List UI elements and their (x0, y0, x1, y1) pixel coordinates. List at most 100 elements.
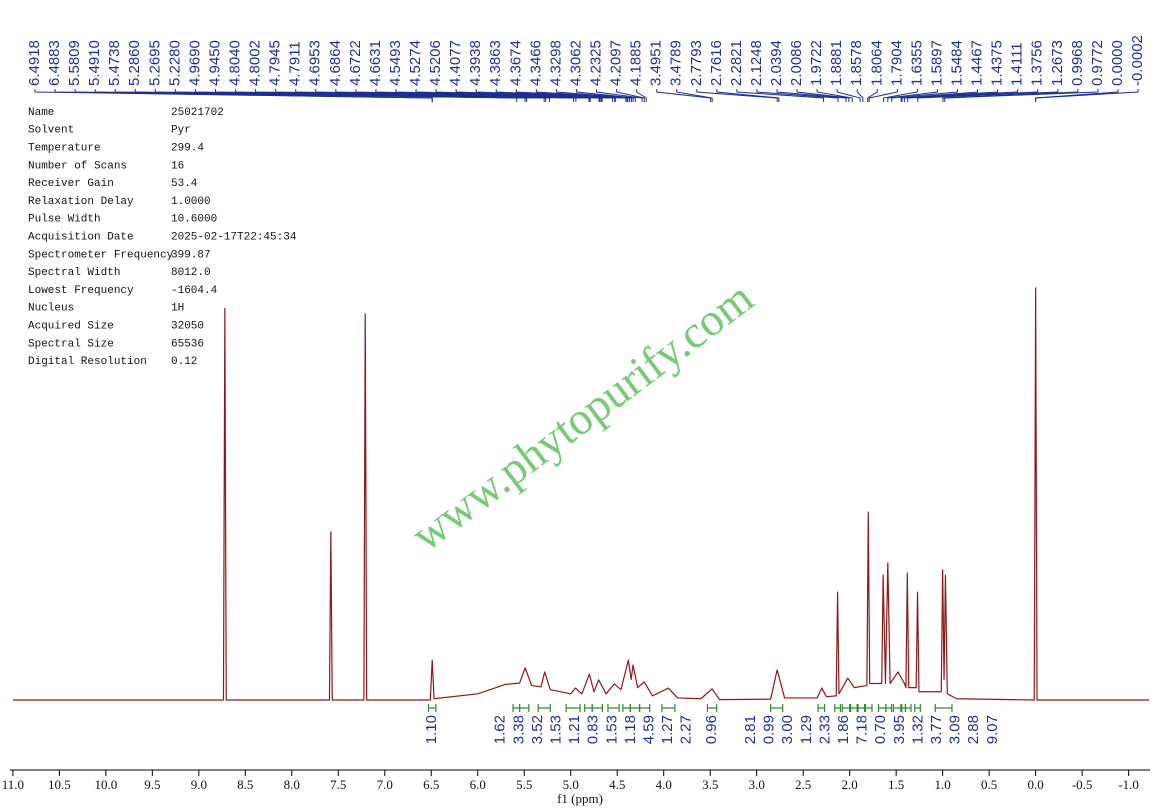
x-tick-label: -1.0 (1118, 777, 1139, 792)
peak-connector (616, 89, 645, 102)
peak-connector (867, 89, 878, 102)
peak-connector (868, 89, 898, 102)
peak-label: 4.8002 (247, 40, 264, 86)
x-tick-label: 3.0 (749, 777, 765, 792)
param-value: 8012.0 (171, 267, 211, 279)
x-axis-label: f1 (ppm) (557, 791, 603, 806)
x-tick-label: 3.5 (702, 777, 718, 792)
peak-connector (736, 89, 824, 102)
integral-bracket (914, 704, 921, 712)
x-tick-label: 2.5 (795, 777, 811, 792)
peak-label: 5.2280 (166, 40, 183, 86)
peak-label: 4.5206 (427, 40, 444, 86)
integral-bracket (607, 704, 620, 712)
integral-label: 3.77 (928, 715, 945, 744)
param-label: Digital Resolution (28, 356, 147, 368)
param-value: 16 (171, 160, 184, 172)
x-tick-label: 7.0 (377, 777, 393, 792)
x-tick-label: -0.5 (1072, 777, 1093, 792)
integral-label: 0.83 (585, 715, 602, 744)
peak-label: 4.2325 (587, 40, 604, 86)
integral-bracket (537, 704, 551, 712)
peak-label: 5.4738 (106, 40, 123, 86)
integral-bracket (706, 704, 718, 712)
param-label: Acquisition Date (28, 232, 134, 244)
x-tick-label: 4.5 (609, 777, 625, 792)
integral-bracket (892, 704, 902, 712)
integral-label: 1.62 (492, 715, 509, 744)
peak-label: 1.9722 (808, 40, 825, 86)
peak-label: 4.6864 (327, 40, 344, 86)
integral-bracket (638, 704, 651, 712)
peak-connector (836, 89, 861, 102)
integral-label: 2.88 (965, 715, 982, 744)
peak-connector (696, 89, 778, 102)
param-value: 53.4 (171, 178, 198, 190)
x-tick-label: 10.0 (94, 777, 117, 792)
peak-label: 4.9450 (206, 40, 223, 86)
peak-connector (796, 89, 850, 102)
x-tick-label: 10.5 (48, 777, 71, 792)
param-value: 2025-02-17T22:45:34 (171, 232, 297, 244)
integral-label: 1.27 (659, 715, 676, 744)
peak-label: 5.2695 (146, 40, 163, 86)
peak-label: 4.4077 (447, 40, 464, 86)
integral-bracket (591, 704, 603, 712)
peak-label: 2.0394 (768, 40, 785, 86)
peak-label: 4.7911 (287, 41, 304, 86)
peak-connector (555, 89, 634, 102)
integral-bracket (841, 704, 851, 712)
peak-label: 1.3756 (1029, 40, 1046, 86)
peak-label: 1.4467 (969, 40, 986, 86)
peak-connector (756, 89, 839, 102)
integral-label: 1.86 (835, 715, 852, 744)
peak-connector (917, 89, 1059, 102)
peak-label: 1.2673 (1049, 40, 1066, 86)
param-label: Solvent (28, 125, 74, 137)
peak-label: 1.8064 (868, 40, 885, 86)
peak-label: 3.4951 (648, 40, 665, 86)
peak-label: 0.0000 (1109, 40, 1126, 86)
param-label: Receiver Gain (28, 178, 114, 190)
x-tick-label: 9.5 (144, 777, 160, 792)
param-label: Pulse Width (28, 214, 101, 226)
peak-connector (575, 89, 636, 102)
integral-label: 9.07 (984, 715, 1001, 744)
param-value: 10.6000 (171, 214, 217, 226)
peak-label: 4.3466 (527, 40, 544, 86)
param-label: Name (28, 107, 54, 119)
x-tick-label: 6.5 (423, 777, 439, 792)
peak-connector (907, 89, 1039, 102)
peak-label: 1.8578 (848, 40, 865, 86)
peak-connector (535, 89, 632, 102)
peak-label: 1.8881 (828, 40, 845, 86)
peak-label: -0.0002 (1129, 35, 1146, 86)
x-tick-label: 0.0 (1028, 777, 1044, 792)
peak-label: 4.5493 (387, 40, 404, 86)
peak-label: 4.7945 (267, 40, 284, 86)
integral-label: 1.29 (798, 715, 815, 744)
integral-bracket (661, 704, 676, 712)
peak-connector (435, 89, 616, 102)
integral-label: 0.70 (872, 715, 889, 744)
integral-bracket (427, 704, 437, 712)
x-tick-label: 5.0 (563, 777, 579, 792)
peak-connector (901, 89, 999, 102)
integral-label: 0.99 (761, 715, 778, 744)
integral-label: 1.53 (548, 715, 565, 744)
param-label: Lowest Frequency (28, 285, 134, 297)
peak-label: 4.6631 (367, 40, 384, 86)
param-value: 399.87 (171, 249, 211, 261)
peak-label: 4.3062 (567, 40, 584, 86)
peak-connector (495, 89, 629, 102)
x-tick-label: 6.0 (470, 777, 486, 792)
param-value: 299.4 (171, 143, 204, 155)
peak-connector (676, 89, 713, 102)
integral-bracket (817, 704, 826, 712)
integral-label: 3.38 (510, 715, 527, 744)
peak-label: 4.3863 (487, 40, 504, 86)
integral-bracket (834, 704, 841, 712)
peak-label: 4.6722 (347, 40, 364, 86)
